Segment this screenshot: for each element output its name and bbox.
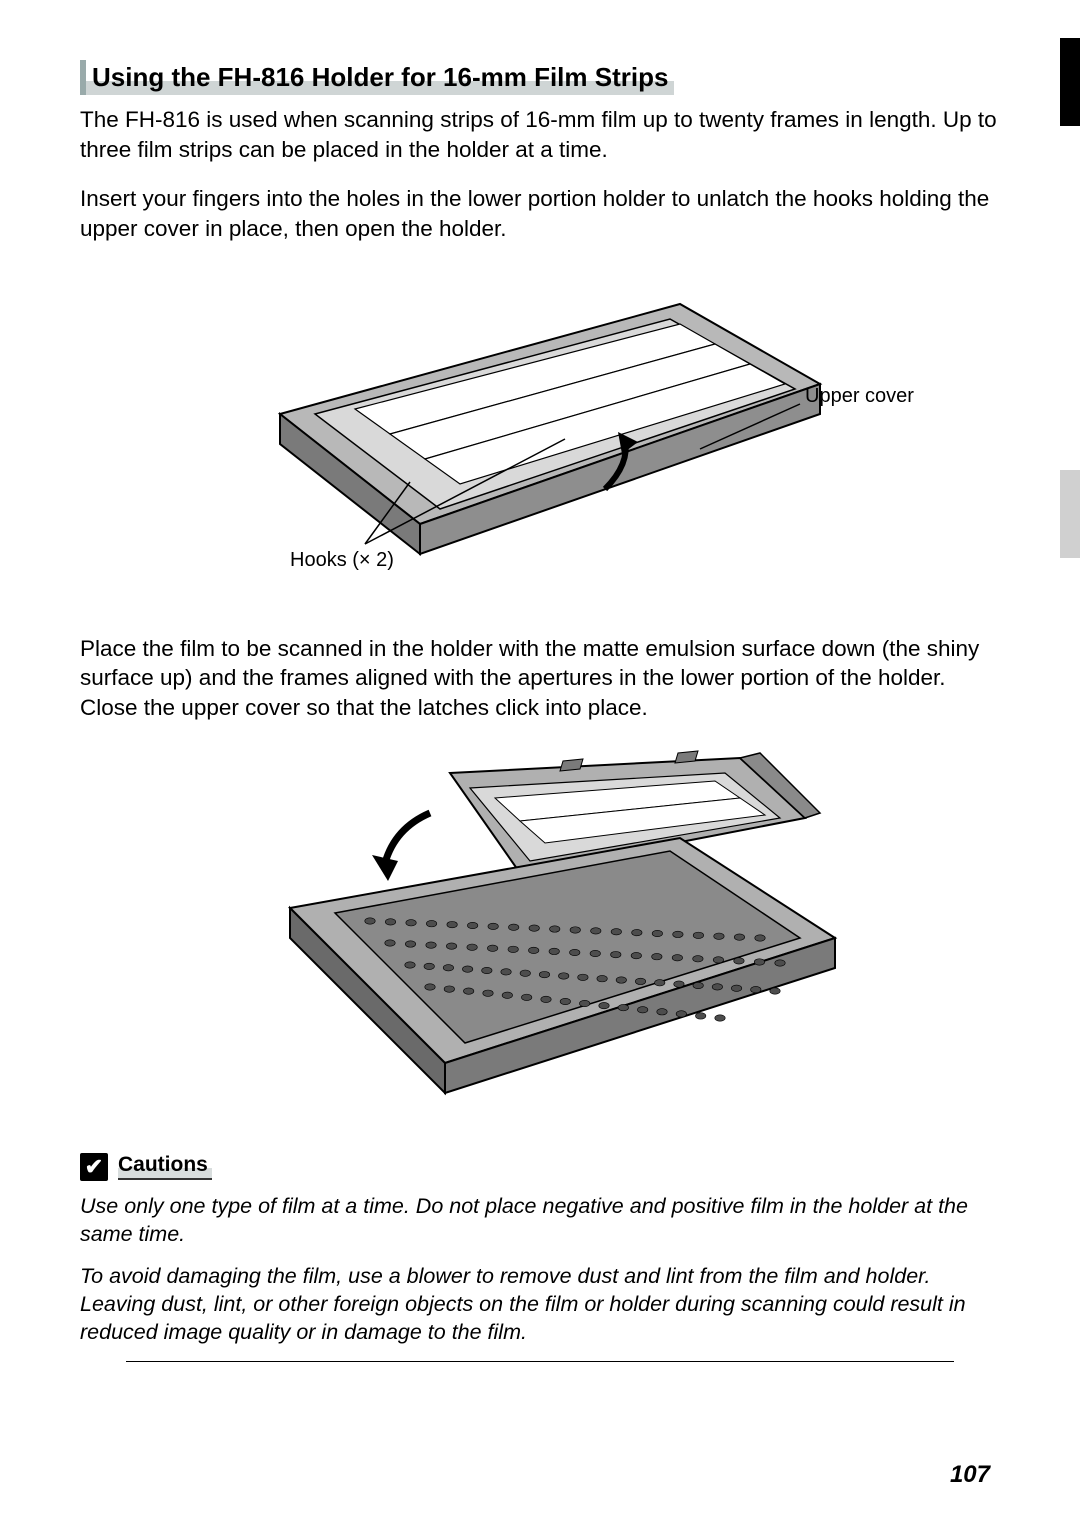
figure-holder-closed: Hooks (× 2) Upper cover (80, 264, 1000, 594)
edge-tab-dark (1060, 38, 1080, 126)
caution-label: Cautions (118, 1153, 212, 1180)
figure-holder-open (80, 743, 1000, 1103)
paragraph-2: Insert your fingers into the holes in th… (80, 184, 1000, 243)
caution-text-1: Use only one type of film at a time. Do … (80, 1193, 1000, 1249)
figure1-label-upper-cover: Upper cover (805, 385, 914, 407)
page-number: 107 (950, 1461, 990, 1489)
caution-text-2: To avoid damaging the film, use a blower… (80, 1263, 1000, 1347)
caution-icon: ✔ (80, 1153, 108, 1181)
paragraph-1: The FH-816 is used when scanning strips … (80, 105, 1000, 164)
edge-tab-light (1060, 470, 1080, 558)
paragraph-3: Place the film to be scanned in the hold… (80, 634, 1000, 723)
section-heading: Using the FH-816 Holder for 16-mm Film S… (80, 60, 674, 95)
figure1-label-hooks: Hooks (× 2) (290, 549, 394, 571)
footer-rule (126, 1361, 954, 1362)
